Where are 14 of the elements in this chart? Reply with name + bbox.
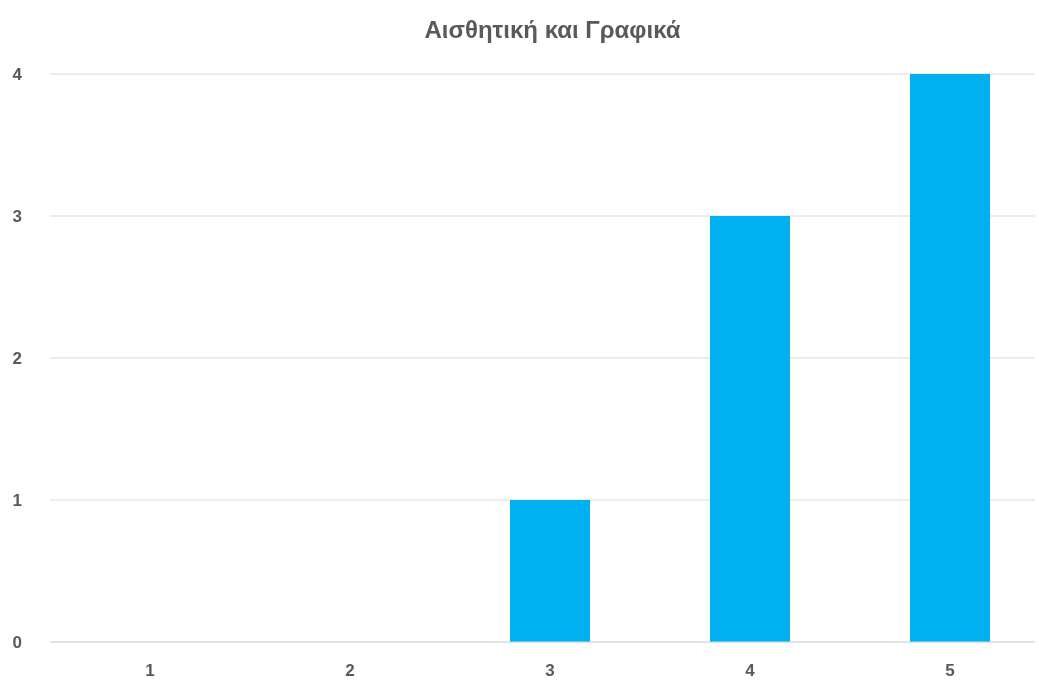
x-tick-label: 2 xyxy=(345,661,355,680)
chart-title: Αισθητική και Γραφικά xyxy=(424,16,681,43)
y-tick-label: 2 xyxy=(12,348,22,368)
x-tick-label: 5 xyxy=(945,661,955,680)
bar xyxy=(910,74,990,642)
y-tick-label: 3 xyxy=(12,206,22,226)
y-tick-label: 1 xyxy=(12,490,22,510)
y-tick-label: 4 xyxy=(12,64,23,84)
x-tick-label: 1 xyxy=(145,661,155,680)
bar xyxy=(510,500,590,642)
x-tick-label: 3 xyxy=(545,661,555,680)
bar xyxy=(710,216,790,642)
y-tick-label: 0 xyxy=(12,632,22,652)
x-tick-label: 4 xyxy=(745,661,756,680)
